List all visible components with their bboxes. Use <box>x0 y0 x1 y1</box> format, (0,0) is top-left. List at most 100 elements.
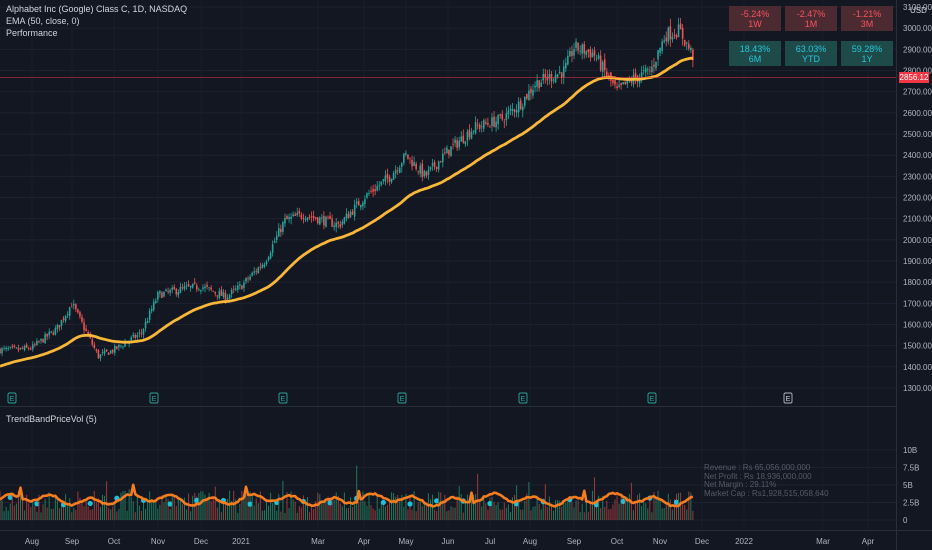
candle-body <box>17 348 20 351</box>
volume-bar <box>577 500 579 520</box>
candle-body <box>435 166 438 169</box>
volume-bar <box>370 505 372 520</box>
candle-body <box>577 42 579 51</box>
volume-bar <box>686 509 688 520</box>
symbol-title[interactable]: Alphabet Inc (Google) Class C, 1D, NASDA… <box>6 4 188 14</box>
candle-body <box>157 291 159 300</box>
volume-bar <box>192 495 194 520</box>
volume-axis-label: 0 <box>903 516 908 525</box>
candle-body <box>507 110 510 115</box>
performance-legend[interactable]: Performance <box>6 28 58 38</box>
time-axis-label: Nov <box>151 537 165 546</box>
candle-body <box>396 170 399 172</box>
candle-body <box>189 285 192 288</box>
candle-body <box>5 347 7 349</box>
candle-body <box>212 290 214 292</box>
volume-bar <box>596 504 598 520</box>
volume-bar <box>87 506 89 520</box>
perf-period: 1W <box>748 19 762 29</box>
candle-body <box>526 94 528 99</box>
earnings-marker-label: E <box>281 396 286 403</box>
volume-bar <box>602 495 604 520</box>
candle-body <box>439 161 442 163</box>
candle-body <box>15 347 18 349</box>
candle-body <box>382 179 385 182</box>
volume-bar <box>620 495 622 520</box>
volume-bar <box>522 509 524 520</box>
candle-body <box>32 344 34 350</box>
candle-body <box>312 216 315 218</box>
volume-bar <box>345 508 347 520</box>
candle-body <box>444 152 446 154</box>
volume-bar <box>419 500 421 520</box>
volume-bar <box>196 496 198 520</box>
volume-bar <box>618 503 620 520</box>
time-axis-label: Sep <box>567 537 582 546</box>
candle-body <box>599 55 602 71</box>
ema-legend[interactable]: EMA (50, close, 0) <box>6 16 80 26</box>
volume-indicator-legend[interactable]: TrendBandPriceVol (5) <box>6 414 97 424</box>
volume-bar <box>661 508 663 520</box>
volume-bar <box>608 509 610 520</box>
volume-bar <box>22 499 24 520</box>
volume-bar <box>128 489 130 520</box>
volume-bar <box>239 503 241 520</box>
volume-bar <box>241 490 243 520</box>
candle-body <box>109 350 112 354</box>
volume-bar <box>376 496 378 520</box>
volume-bar <box>645 503 647 520</box>
volume-bar <box>372 508 374 520</box>
volume-bar <box>102 494 103 520</box>
volume-bar <box>647 508 649 520</box>
volume-bar <box>13 505 15 520</box>
candle-body <box>587 49 590 52</box>
earnings-marker-icon <box>278 392 288 404</box>
volume-bar <box>651 512 653 520</box>
volume-bar <box>130 496 132 520</box>
candle-body <box>56 325 59 330</box>
perf-value: -5.24% <box>740 9 770 19</box>
volume-bar <box>11 494 13 520</box>
earnings-marker-icon <box>783 392 793 404</box>
perf-cell-3m: -1.21% 3M <box>841 6 893 31</box>
candle-body <box>241 285 243 290</box>
candle-body <box>111 349 114 353</box>
candle-body <box>165 289 167 292</box>
candle-body <box>569 51 571 57</box>
volume-bar <box>290 491 292 520</box>
volume-bar <box>210 501 212 520</box>
candle-body <box>226 297 229 300</box>
volume-bar <box>220 512 222 520</box>
perf-period: 1Y <box>861 54 873 64</box>
volume-bar <box>99 507 101 520</box>
volume-bar <box>417 502 419 520</box>
volume-bar <box>350 497 352 520</box>
candle-body <box>198 289 200 291</box>
candle-body <box>247 278 249 280</box>
volume-bar <box>38 494 40 520</box>
candle-body <box>681 27 684 39</box>
volume-bar <box>509 512 511 520</box>
candle-body <box>95 349 98 351</box>
candle-body <box>472 130 475 132</box>
candle-body <box>34 344 36 346</box>
candle-body <box>538 80 540 89</box>
volume-bar <box>243 498 245 520</box>
volume-bar <box>348 507 349 520</box>
candle-body <box>558 71 561 73</box>
volume-bar <box>311 504 313 520</box>
volume-bar <box>343 492 345 520</box>
price-axis-label: 2000.00 <box>903 236 932 245</box>
volume-bar <box>421 506 423 520</box>
volume-bar <box>300 507 302 520</box>
fund-revenue: Revenue : Rs 65,056,000,000 <box>704 463 811 472</box>
volume-bar <box>333 499 335 520</box>
volume-bar <box>503 502 505 520</box>
candle-body <box>148 310 151 320</box>
volume-bar <box>335 492 337 520</box>
volume-bar <box>532 506 534 520</box>
candle-body <box>673 34 676 36</box>
candle-body <box>257 267 260 274</box>
volume-bar <box>202 491 204 520</box>
